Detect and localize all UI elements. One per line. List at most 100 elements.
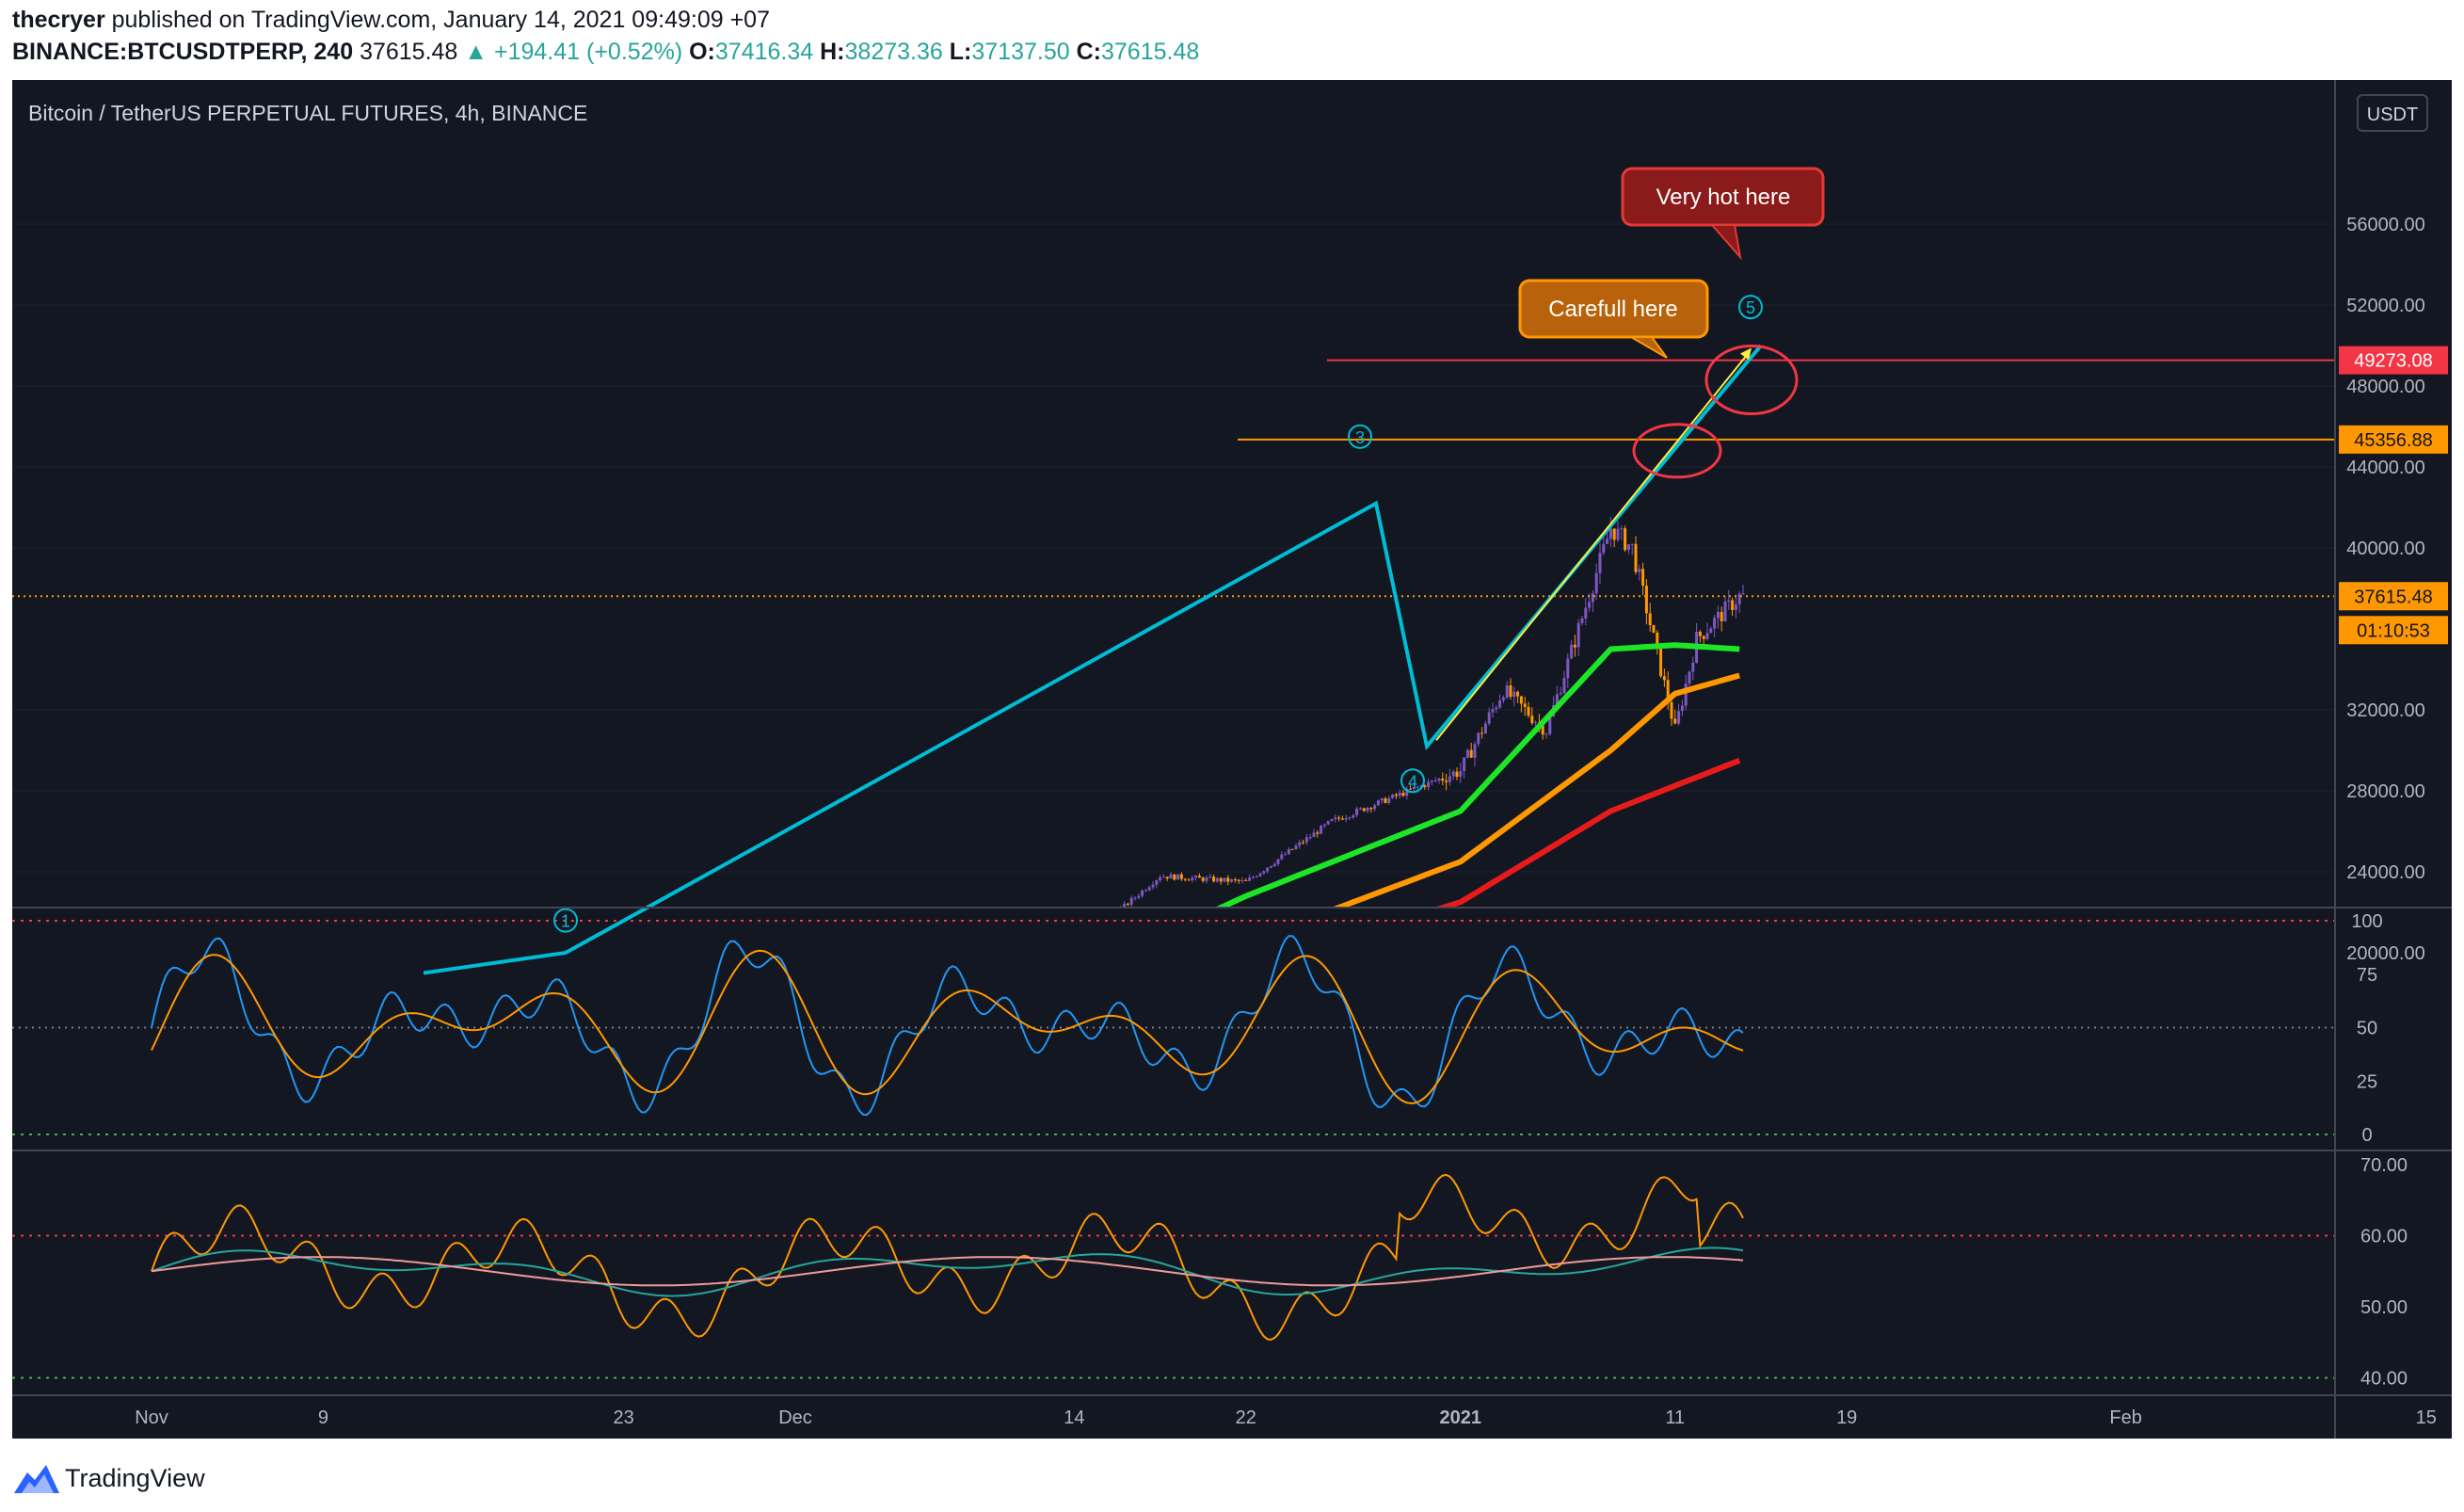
candle-body (1445, 780, 1448, 782)
candle-body (1530, 716, 1534, 723)
candle-body (1155, 880, 1159, 885)
candle-body (1384, 797, 1387, 803)
candle-body (1648, 613, 1652, 626)
price-tags: 49273.08 45356.88 37615.48 01:10:53 (2339, 346, 2448, 645)
candle-body (1656, 633, 1659, 647)
currency-button[interactable] (2357, 94, 2428, 132)
callout-careful-box (1518, 279, 1709, 339)
candle-body (1691, 662, 1695, 672)
candle-body (1258, 873, 1262, 877)
candle-body (1362, 808, 1366, 812)
price-axis-label: 32000.00 (2346, 700, 2424, 721)
projection-arrow (1435, 350, 1751, 741)
wave-number: 4 (1408, 772, 1417, 791)
candle-body (1737, 593, 1741, 604)
wave-marker (1738, 295, 1763, 320)
candle-body (1430, 780, 1433, 782)
candle-body (1662, 676, 1666, 681)
chart-frame[interactable]: 1 3 4 5 Bitcoin / TetherUS PERPETUAL FUTURE… (12, 80, 2452, 1439)
candle-body (1716, 611, 1720, 619)
candle-body (1602, 543, 1606, 554)
moving-averages (12, 642, 2335, 1435)
time-axis-label: 11 (1665, 1407, 1685, 1428)
candle-body (1451, 771, 1455, 777)
callout-careful-pointer (1627, 336, 1668, 359)
candle-body (1620, 528, 1624, 530)
candle-body (1398, 792, 1401, 796)
candle-body (1176, 874, 1180, 880)
candle-body (1548, 716, 1552, 734)
candle-body (1573, 644, 1576, 648)
candle-body (1191, 877, 1194, 880)
candle-body (1194, 876, 1198, 878)
candle-body (1316, 832, 1320, 834)
candle-body (1670, 701, 1673, 719)
gridlines (12, 223, 2335, 954)
candle-body (1401, 792, 1405, 796)
candle-body (1141, 890, 1144, 896)
candle-body (1266, 867, 1270, 872)
osc1-axis-label: 25 (2357, 1071, 2377, 1092)
candle-body (1147, 887, 1151, 891)
chart-canvas[interactable]: 1 3 4 5 Bitcoin / TetherUS PERPETUAL FUTURE… (12, 80, 2452, 1439)
candle-body (1326, 821, 1330, 825)
oscillator-2-pane (12, 1173, 2335, 1379)
candle-body (1584, 607, 1588, 619)
candle-body (1624, 528, 1627, 551)
candle-body (1501, 697, 1505, 700)
candle-body (1348, 817, 1352, 819)
candle-body (1698, 631, 1702, 636)
osc1-axis-label: 75 (2357, 965, 2377, 986)
candle-body (1352, 814, 1355, 818)
annotation-callouts: Very hot here Carefull here (1518, 167, 1825, 359)
price-tag-bg (2339, 425, 2448, 454)
candle-body (1441, 778, 1445, 781)
candle-body (1516, 691, 1520, 697)
candle-body (1580, 618, 1584, 623)
price-tag-label: 45356.88 (2354, 430, 2432, 451)
lower-pane-bg (12, 908, 2335, 1435)
candle-body (1684, 684, 1688, 706)
last-price: 37615.48 (360, 39, 458, 65)
candle-body (1226, 877, 1230, 882)
candle-body (1290, 848, 1294, 850)
candle-body (1169, 874, 1173, 879)
target-circle-orange (1632, 423, 1722, 479)
candle-body (1129, 897, 1133, 905)
candle-body (1448, 776, 1451, 782)
candle-body (1144, 890, 1147, 892)
price-axis-bg (2335, 80, 2452, 1439)
osc1-slow-line (151, 949, 1744, 1104)
target-circle-red (1704, 345, 1799, 416)
published-text: published on TradingView.com, January 14… (111, 7, 770, 33)
candle-body (1638, 569, 1641, 572)
axis-labels: 56000.00 52000.00 48000.00 44000.00 40000.00… (135, 215, 2437, 1428)
candle-body (1412, 787, 1416, 790)
wave-number: 1 (561, 912, 570, 931)
candle-body (1212, 877, 1216, 882)
candle-body (1287, 848, 1290, 855)
candle-body (1219, 877, 1223, 882)
callout-careful-text: Carefull here (1548, 297, 1677, 322)
osc2-signal-line (151, 1247, 1744, 1297)
candle-body (1741, 593, 1745, 595)
high-value: 38273.36 (844, 39, 943, 65)
callout-hot-pointer (1709, 224, 1742, 261)
candle-body (1133, 897, 1137, 899)
candle-body (1320, 826, 1323, 834)
projection-arrowhead (1740, 347, 1752, 361)
candle-body (1244, 879, 1248, 881)
time-axis-label: Feb (2109, 1407, 2141, 1428)
candle-body (1159, 877, 1162, 881)
candle-body (1473, 744, 1477, 758)
candle-body (1344, 817, 1348, 820)
wave-number: 5 (1746, 298, 1755, 317)
close-value: 37615.48 (1100, 39, 1200, 65)
candle-body (1588, 602, 1592, 608)
candle-body (1659, 646, 1663, 677)
close-label: C: (1076, 39, 1101, 65)
candle-body (1322, 824, 1326, 827)
candle-body (1727, 600, 1731, 602)
candle-body (1570, 644, 1574, 659)
candle-body (1240, 879, 1244, 881)
